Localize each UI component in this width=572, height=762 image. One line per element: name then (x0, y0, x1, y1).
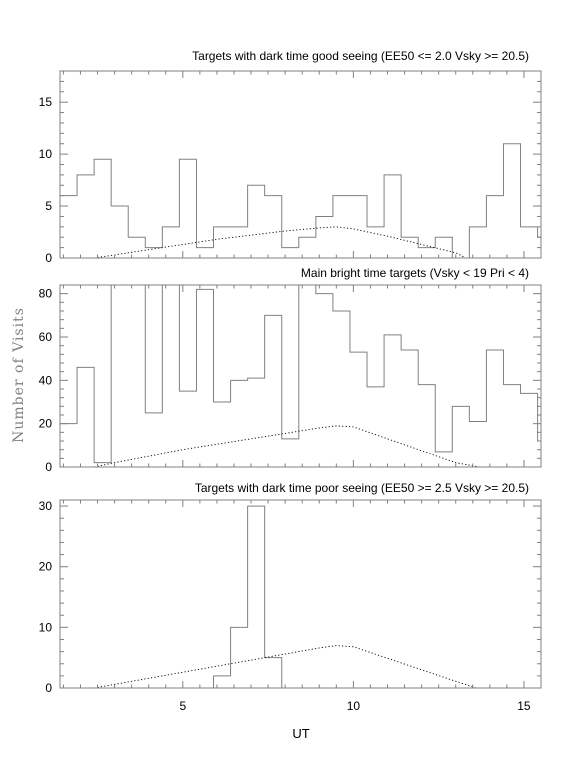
panel-title: Main bright time targets (Vsky < 19 Pri … (301, 266, 529, 280)
x-tick-label: 10 (347, 699, 361, 713)
model-curve (94, 425, 480, 468)
histogram-series (60, 505, 541, 689)
y-tick-label: 5 (45, 199, 52, 213)
y-tick-label: 60 (39, 330, 53, 344)
y-tick-label: 20 (39, 560, 53, 574)
y-tick-label: 80 (39, 287, 53, 301)
plot-frame (59, 284, 542, 468)
y-tick-label: 10 (39, 620, 53, 634)
y-tick-label: 0 (45, 460, 52, 474)
x-axis-label: UT (292, 726, 309, 741)
plot-frame (59, 499, 542, 689)
y-tick-label: 0 (45, 681, 52, 695)
panel-3: Targets with dark time poor seeing (EE50… (39, 481, 542, 713)
panel-title: Targets with dark time poor seeing (EE50… (195, 481, 529, 495)
model-curve (94, 645, 477, 689)
y-tick-label: 0 (45, 251, 52, 265)
y-tick-label: 20 (39, 417, 53, 431)
y-tick-label: 30 (39, 499, 53, 513)
model-curve (94, 226, 467, 259)
x-tick-label: 5 (179, 699, 186, 713)
y-axis-label: Number of Visits (11, 307, 27, 443)
histogram-series (60, 284, 541, 464)
panel-title: Targets with dark time good seeing (EE50… (192, 49, 529, 63)
chart-panels: Targets with dark time good seeing (EE50… (39, 49, 542, 713)
y-tick-label: 40 (39, 373, 53, 387)
panel-1: Targets with dark time good seeing (EE50… (39, 49, 542, 265)
x-tick-label: 15 (517, 699, 531, 713)
y-tick-label: 15 (39, 95, 53, 109)
y-tick-label: 10 (39, 147, 53, 161)
panel-2: Main bright time targets (Vsky < 19 Pri … (39, 266, 542, 474)
histogram-series (60, 143, 541, 259)
